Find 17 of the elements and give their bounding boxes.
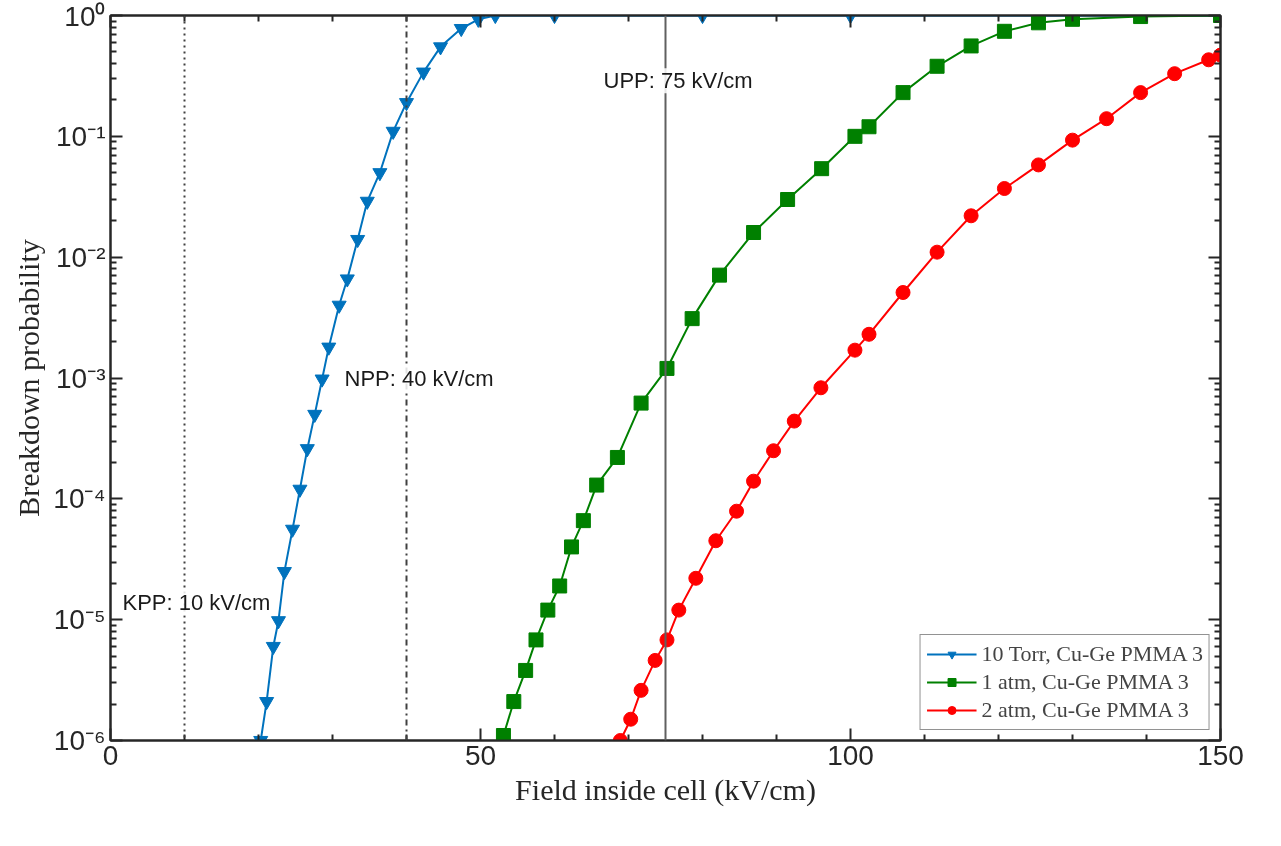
y-tick-label: 10⁻¹ [56, 120, 106, 152]
y-tick-label: 10⁻⁵ [53, 604, 106, 636]
y-axis-title: Breakdown probability [12, 239, 46, 517]
ref-line-label: UPP: 75 kV/cm [603, 68, 753, 94]
x-tick-label: 100 [827, 739, 874, 771]
y-tick-label: 10⁰ [64, 0, 106, 32]
legend-label: 1 atm, Cu-Ge PMMA 3 [981, 669, 1189, 695]
legend-label: 10 Torr, Cu-Ge PMMA 3 [981, 641, 1203, 667]
x-tick-label: 150 [1197, 739, 1244, 771]
y-tick-label: 10⁻⁴ [53, 483, 106, 515]
y-tick-label: 10⁻³ [56, 362, 106, 394]
y-tick-label: 10⁻² [56, 241, 106, 273]
ref-line-label: NPP: 40 kV/cm [344, 365, 494, 391]
x-axis-title: Field inside cell (kV/cm) [515, 772, 816, 807]
legend-label: 2 atm, Cu-Ge PMMA 3 [981, 697, 1189, 723]
x-tick-label: 50 [464, 739, 497, 771]
ref-line-label: KPP: 10 kV/cm [122, 590, 271, 616]
